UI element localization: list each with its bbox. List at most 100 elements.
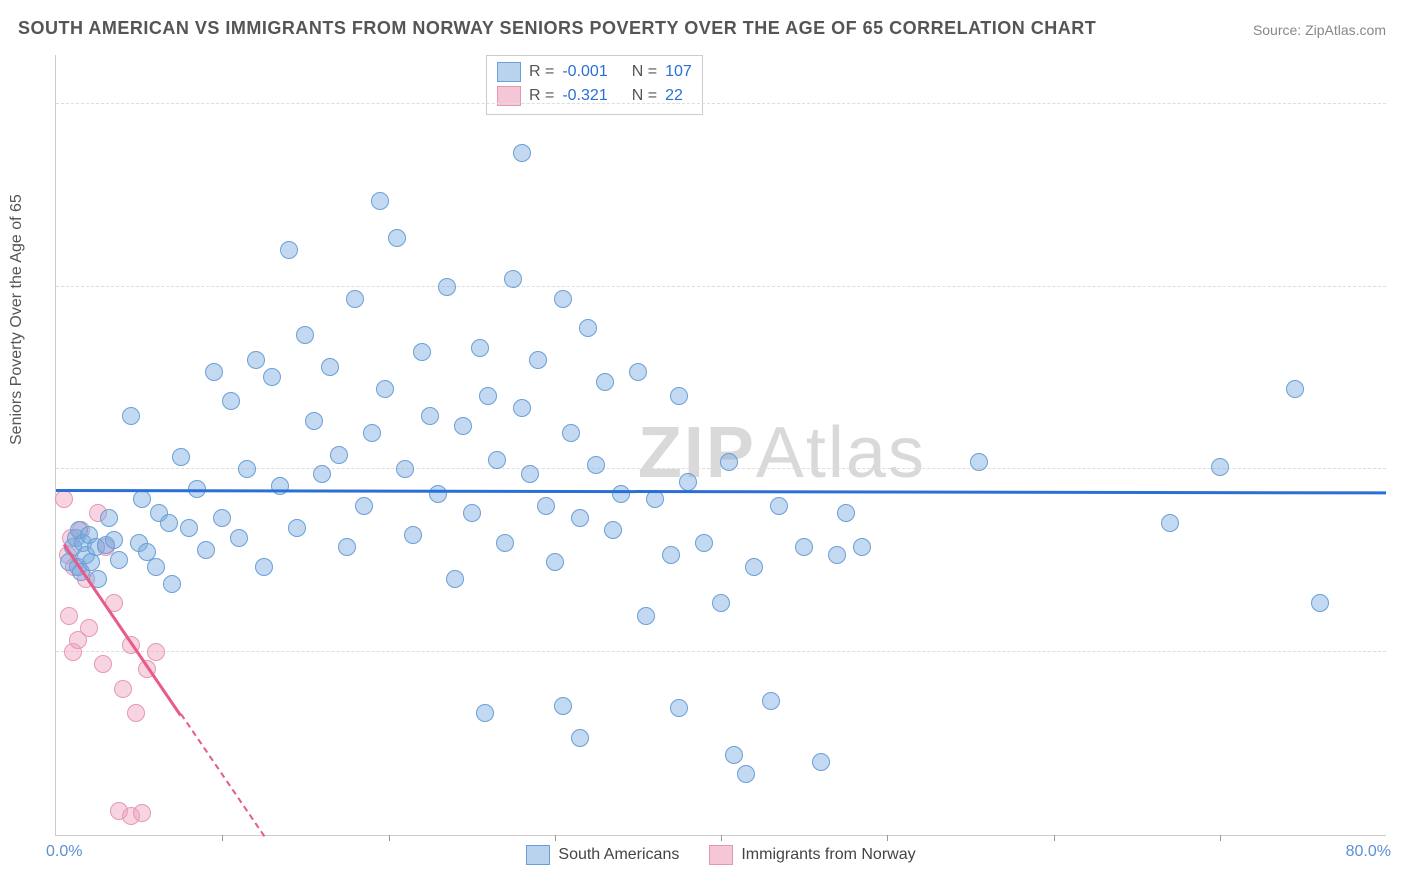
scatter-point-series2 <box>133 804 151 822</box>
scatter-point-series1 <box>670 699 688 717</box>
trendline-series1 <box>56 489 1386 494</box>
scatter-point-series1 <box>812 753 830 771</box>
scatter-point-series1 <box>296 326 314 344</box>
x-tick <box>555 835 556 841</box>
scatter-point-series1 <box>513 144 531 162</box>
scatter-point-series1 <box>172 448 190 466</box>
scatter-point-series1 <box>1311 594 1329 612</box>
scatter-point-series1 <box>479 387 497 405</box>
scatter-point-series1 <box>122 407 140 425</box>
scatter-point-series1 <box>421 407 439 425</box>
gridline <box>56 651 1386 652</box>
scatter-point-series1 <box>970 453 988 471</box>
scatter-point-series1 <box>163 575 181 593</box>
scatter-point-series1 <box>371 192 389 210</box>
scatter-point-series1 <box>488 451 506 469</box>
scatter-point-series1 <box>222 392 240 410</box>
scatter-point-series1 <box>471 339 489 357</box>
scatter-point-series1 <box>476 704 494 722</box>
scatter-point-series1 <box>180 519 198 537</box>
scatter-point-series1 <box>571 729 589 747</box>
scatter-point-series1 <box>571 509 589 527</box>
scatter-point-series1 <box>529 351 547 369</box>
scatter-point-series1 <box>670 387 688 405</box>
scatter-point-series2 <box>114 680 132 698</box>
scatter-point-series1 <box>446 570 464 588</box>
scatter-point-series1 <box>133 490 151 508</box>
scatter-point-series1 <box>604 521 622 539</box>
legend-item-series2: Immigrants from Norway <box>709 845 915 865</box>
scatter-point-series1 <box>537 497 555 515</box>
scatter-point-series2 <box>127 704 145 722</box>
scatter-point-series1 <box>413 343 431 361</box>
y-tick-label: 22.5% <box>1396 260 1406 278</box>
scatter-point-series1 <box>376 380 394 398</box>
swatch-series1 <box>526 845 550 865</box>
scatter-point-series1 <box>147 558 165 576</box>
scatter-point-series1 <box>305 412 323 430</box>
scatter-point-series1 <box>255 558 273 576</box>
scatter-point-series1 <box>695 534 713 552</box>
scatter-point-series1 <box>513 399 531 417</box>
swatch-series1 <box>497 62 521 82</box>
scatter-point-series1 <box>853 538 871 556</box>
scatter-point-series1 <box>388 229 406 247</box>
stats-row: R = -0.321 N = 22 <box>497 84 692 108</box>
scatter-point-series1 <box>762 692 780 710</box>
scatter-point-series2 <box>55 490 73 508</box>
scatter-point-series2 <box>147 643 165 661</box>
stats-box: R = -0.001 N = 107 R = -0.321 N = 22 <box>486 55 703 115</box>
scatter-point-series1 <box>438 278 456 296</box>
x-tick <box>887 835 888 841</box>
gridline <box>56 286 1386 287</box>
scatter-point-series1 <box>1161 514 1179 532</box>
scatter-point-series1 <box>280 241 298 259</box>
trendline-series2-extrapolated <box>180 714 265 837</box>
scatter-point-series1 <box>263 368 281 386</box>
scatter-point-series1 <box>213 509 231 527</box>
scatter-point-series1 <box>346 290 364 308</box>
scatter-point-series1 <box>363 424 381 442</box>
scatter-point-series1 <box>587 456 605 474</box>
y-tick-label: 7.5% <box>1396 625 1406 643</box>
stat-r-label: R = <box>529 63 554 81</box>
stats-row: R = -0.001 N = 107 <box>497 60 692 84</box>
scatter-point-series1 <box>554 697 572 715</box>
scatter-point-series1 <box>554 290 572 308</box>
scatter-point-series1 <box>1286 380 1304 398</box>
legend-item-series1: South Americans <box>526 845 679 865</box>
x-tick <box>389 835 390 841</box>
scatter-point-series1 <box>504 270 522 288</box>
scatter-point-series1 <box>546 553 564 571</box>
scatter-point-series1 <box>238 460 256 478</box>
legend-label: South Americans <box>558 846 679 864</box>
footer-legend: South Americans Immigrants from Norway <box>56 845 1386 865</box>
scatter-point-series2 <box>60 607 78 625</box>
x-tick <box>721 835 722 841</box>
y-tick-label: 15.0% <box>1396 442 1406 460</box>
scatter-point-series1 <box>712 594 730 612</box>
scatter-point-series1 <box>404 526 422 544</box>
scatter-point-series1 <box>662 546 680 564</box>
scatter-point-series1 <box>720 453 738 471</box>
scatter-point-series1 <box>596 373 614 391</box>
scatter-point-series1 <box>230 529 248 547</box>
y-tick-label: 30.0% <box>1396 77 1406 95</box>
scatter-point-series1 <box>562 424 580 442</box>
swatch-series2 <box>709 845 733 865</box>
plot-area: ZIPAtlas R = -0.001 N = 107 R = -0.321 N… <box>55 55 1386 836</box>
gridline <box>56 103 1386 104</box>
scatter-point-series1 <box>612 485 630 503</box>
scatter-point-series1 <box>770 497 788 515</box>
scatter-point-series1 <box>725 746 743 764</box>
scatter-point-series1 <box>521 465 539 483</box>
source-label: Source: ZipAtlas.com <box>1253 22 1386 38</box>
scatter-point-series1 <box>160 514 178 532</box>
scatter-point-series1 <box>828 546 846 564</box>
scatter-point-series1 <box>679 473 697 491</box>
scatter-point-series1 <box>197 541 215 559</box>
scatter-point-series1 <box>247 351 265 369</box>
scatter-point-series1 <box>429 485 447 503</box>
stat-n-value: 107 <box>665 63 692 81</box>
scatter-point-series1 <box>338 538 356 556</box>
